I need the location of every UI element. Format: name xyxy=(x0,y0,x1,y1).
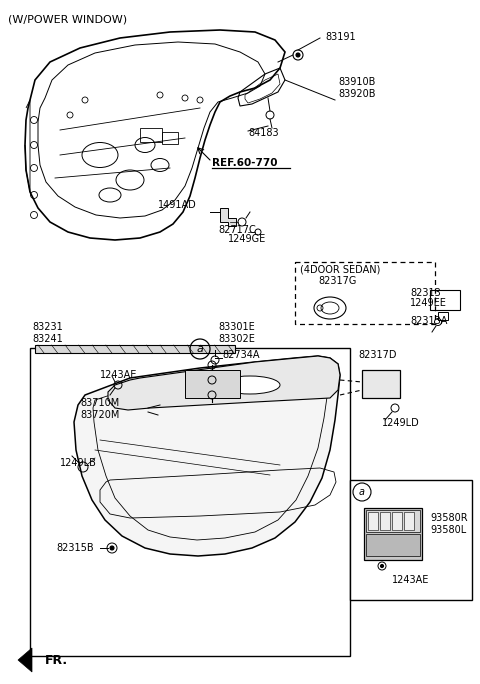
Circle shape xyxy=(296,53,300,57)
Text: 82315B: 82315B xyxy=(56,543,94,553)
Text: 82734A: 82734A xyxy=(222,350,260,360)
Text: 1249LD: 1249LD xyxy=(382,418,420,428)
Text: 82317G: 82317G xyxy=(318,276,356,286)
Text: 82313: 82313 xyxy=(410,288,441,298)
Text: (4DOOR SEDAN): (4DOOR SEDAN) xyxy=(300,264,380,274)
Text: 1243AE: 1243AE xyxy=(100,370,137,380)
Text: 83710M
83720M: 83710M 83720M xyxy=(80,398,120,419)
Bar xyxy=(185,370,240,398)
Text: 83910B
83920B: 83910B 83920B xyxy=(338,77,375,98)
Bar xyxy=(368,512,378,530)
Ellipse shape xyxy=(220,376,280,394)
Polygon shape xyxy=(108,356,340,410)
Bar xyxy=(362,370,400,398)
Bar xyxy=(350,480,472,600)
Text: 84183: 84183 xyxy=(248,128,278,138)
Polygon shape xyxy=(18,648,32,672)
Text: (W/POWER WINDOW): (W/POWER WINDOW) xyxy=(8,14,127,24)
Bar xyxy=(366,510,420,532)
Text: 93580R
93580L: 93580R 93580L xyxy=(430,513,468,535)
Text: 1249EE: 1249EE xyxy=(410,298,447,308)
Text: 82313A: 82313A xyxy=(410,316,447,326)
Text: REF.60-770: REF.60-770 xyxy=(212,158,277,168)
Bar xyxy=(404,512,414,530)
Bar xyxy=(140,128,162,142)
Text: 1249GE: 1249GE xyxy=(228,234,266,244)
Text: a: a xyxy=(359,487,365,497)
Bar xyxy=(392,512,402,530)
Bar xyxy=(162,132,178,144)
Text: 83231
83241: 83231 83241 xyxy=(32,322,63,344)
Bar xyxy=(366,534,420,556)
Text: 83191: 83191 xyxy=(325,32,356,42)
Text: 1491AD: 1491AD xyxy=(158,200,197,210)
Text: 1243AE: 1243AE xyxy=(392,575,430,585)
Text: 1249LB: 1249LB xyxy=(60,458,97,468)
Circle shape xyxy=(110,546,114,550)
Text: 83301E
83302E: 83301E 83302E xyxy=(218,322,255,344)
Bar xyxy=(364,508,422,560)
Text: FR.: FR. xyxy=(45,653,68,666)
Bar xyxy=(35,345,235,353)
Text: a: a xyxy=(197,344,204,354)
Circle shape xyxy=(381,564,384,568)
Polygon shape xyxy=(74,356,340,556)
Bar xyxy=(380,512,390,530)
Text: 82317D: 82317D xyxy=(358,350,396,360)
Text: 82717C: 82717C xyxy=(218,225,256,235)
Polygon shape xyxy=(220,208,236,226)
Bar xyxy=(30,348,350,656)
Bar xyxy=(430,290,460,310)
